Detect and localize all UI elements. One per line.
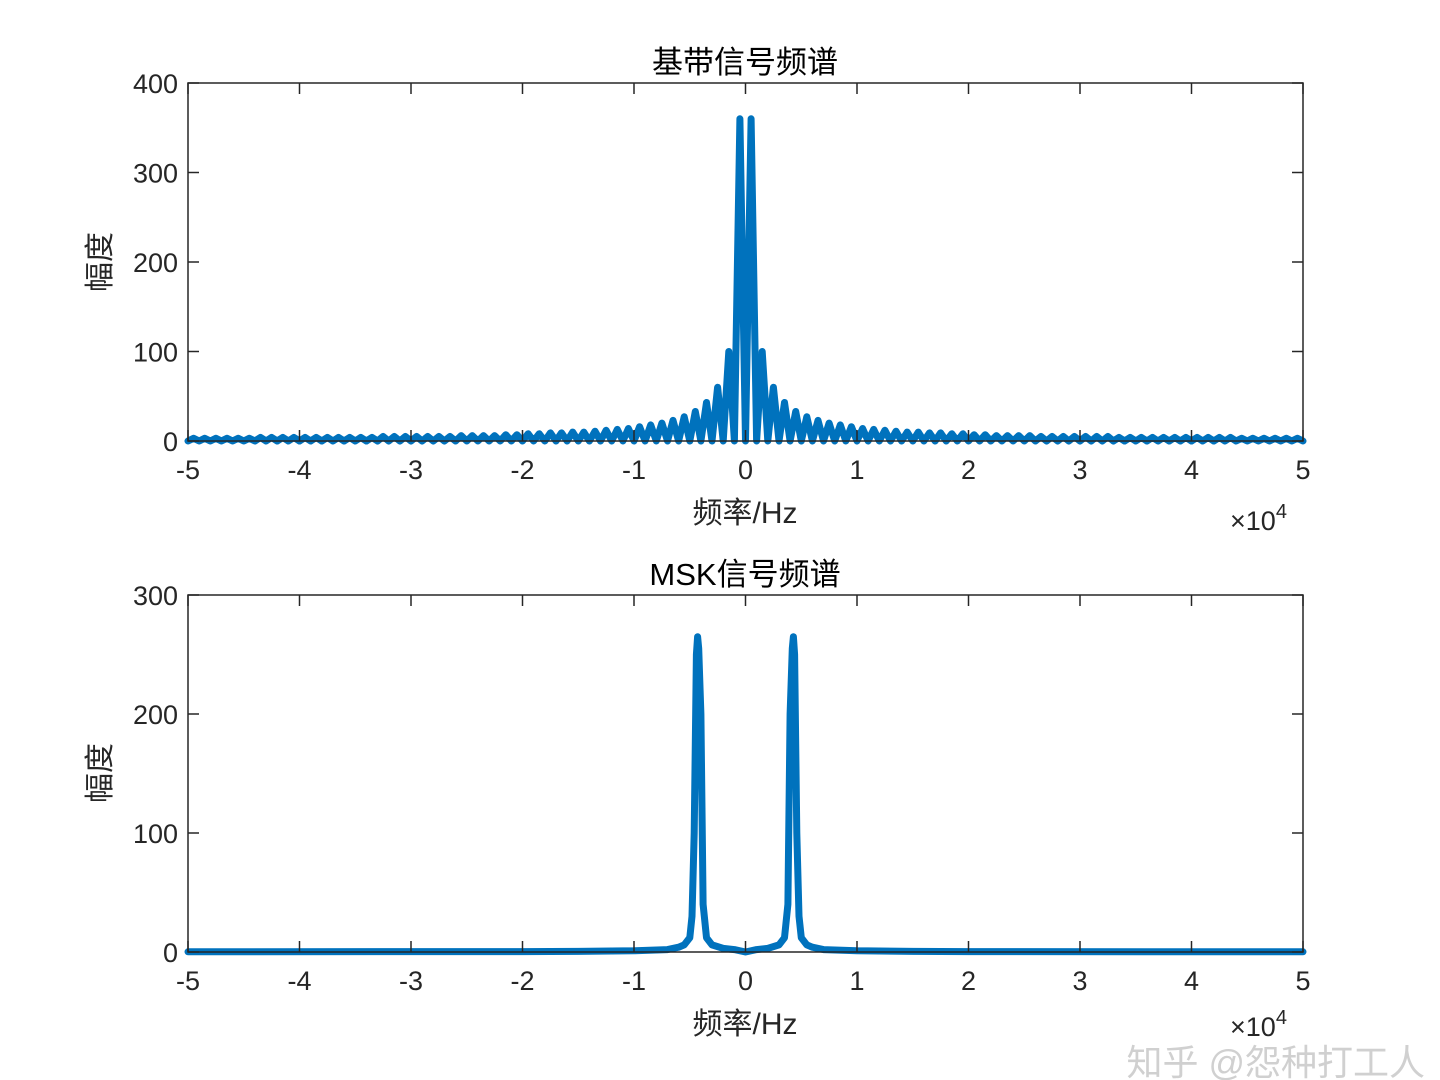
x-tick-label: -4: [287, 966, 311, 996]
data-series-line: [184, 633, 1307, 956]
x-tick-label: 3: [1072, 966, 1087, 996]
x-axis-label: 频率/Hz: [693, 497, 798, 530]
x-tick-label: 2: [961, 966, 976, 996]
x-tick-label: -2: [510, 455, 534, 485]
axes-baseband-spectrum: 基带信号频谱 幅度 频率/Hz ×104 -5 -4 -3 -2 -1 0 1 2 3 4 5 0 10…: [84, 45, 1311, 536]
x-tick-label: -5: [176, 455, 200, 485]
y-tick-label: 300: [133, 581, 178, 611]
x-tick-label: -1: [622, 966, 646, 996]
x-tick-label: -2: [510, 966, 534, 996]
y-tick-label: 300: [133, 159, 178, 189]
y-tick-label: 400: [133, 69, 178, 99]
x-tick-label: -5: [176, 966, 200, 996]
y-tick-label: 100: [133, 819, 178, 849]
axes-msk-spectrum: MSK信号频谱 幅度 频率/Hz ×104 -5 -4 -3 -2 -1 0 1 2 3 4 5 0 1…: [84, 557, 1311, 1042]
x-tick-label: 4: [1184, 966, 1199, 996]
x-axis-label: 频率/Hz: [693, 1008, 798, 1041]
x-tick-label: -3: [399, 455, 423, 485]
y-tick-label: 200: [133, 700, 178, 730]
data-series-line: [184, 115, 1307, 445]
axes-box: [187, 594, 1304, 953]
y-tick-label: 0: [163, 938, 178, 968]
x-tick-label: 0: [738, 966, 753, 996]
y-axis-label: 幅度: [84, 743, 117, 803]
x-tick-label: 3: [1072, 455, 1087, 485]
x-tick-label: -3: [399, 966, 423, 996]
x-tick-label: 1: [849, 966, 864, 996]
x-tick-label: 5: [1295, 455, 1310, 485]
chart-title: 基带信号频谱: [652, 45, 838, 80]
x-exponent-label: ×104: [1230, 1007, 1287, 1042]
x-tick-label: 4: [1184, 455, 1199, 485]
x-tick-label: -1: [622, 455, 646, 485]
x-tick-label: 1: [849, 455, 864, 485]
y-tick-label: 0: [163, 427, 178, 457]
y-axis-label: 幅度: [84, 232, 117, 292]
watermark: 知乎 @怨种打工人: [1126, 1042, 1425, 1080]
x-exponent-label: ×104: [1230, 501, 1287, 536]
x-tick-label: 5: [1295, 966, 1310, 996]
y-tick-label: 200: [133, 248, 178, 278]
x-tick-label: 2: [961, 455, 976, 485]
x-tick-label: -4: [287, 455, 311, 485]
y-tick-label: 100: [133, 338, 178, 368]
chart-title: MSK信号频谱: [649, 557, 840, 592]
x-tick-label: 0: [738, 455, 753, 485]
